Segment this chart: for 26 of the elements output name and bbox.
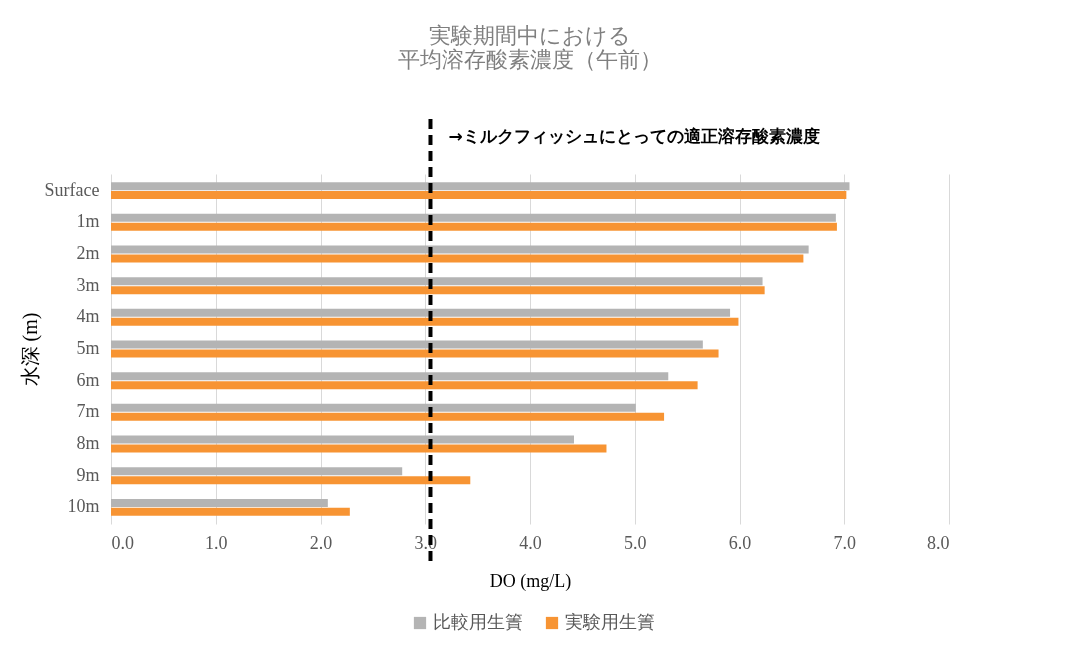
chart-subtitle: 平均溶存酸素濃度（午前）: [398, 47, 662, 72]
chart-title: 実験期間中における: [429, 23, 631, 48]
x-tick-label: 8.0: [927, 532, 950, 553]
y-axis-title: 水深 (m): [18, 312, 42, 387]
y-tick-label: 1m: [76, 211, 100, 232]
y-tick-label: 5m: [76, 338, 100, 358]
y-tick-label: 6m: [76, 369, 100, 390]
y-tick-label: 4m: [76, 306, 100, 327]
x-tick-label: 4.0: [519, 532, 542, 553]
x-tick-label: 6.0: [728, 532, 752, 553]
y-tick-label: Surface: [44, 179, 100, 200]
y-tick-label: 10m: [67, 496, 100, 517]
ref-line-label: →ミルクフィッシュにとっての適正溶存酸素濃度: [448, 126, 820, 146]
legend-label: 比較用生簀: [433, 612, 523, 632]
x-axis-title: DO (mg/L): [489, 570, 572, 592]
legend-label: 実験用生簀: [565, 612, 655, 632]
y-tick-label: 3m: [76, 274, 100, 295]
x-tick-label: 1.0: [205, 532, 228, 553]
y-tick-label: 7m: [76, 401, 100, 422]
y-tick-label: 9m: [76, 464, 100, 485]
x-tick-label: 0.0: [111, 532, 134, 553]
x-tick-label: 7.0: [833, 532, 856, 553]
x-tick-label: 2.0: [309, 532, 333, 553]
y-tick-label: 2m: [76, 242, 100, 263]
x-tick-label: 5.0: [624, 532, 647, 553]
y-tick-label: 8m: [76, 433, 100, 454]
